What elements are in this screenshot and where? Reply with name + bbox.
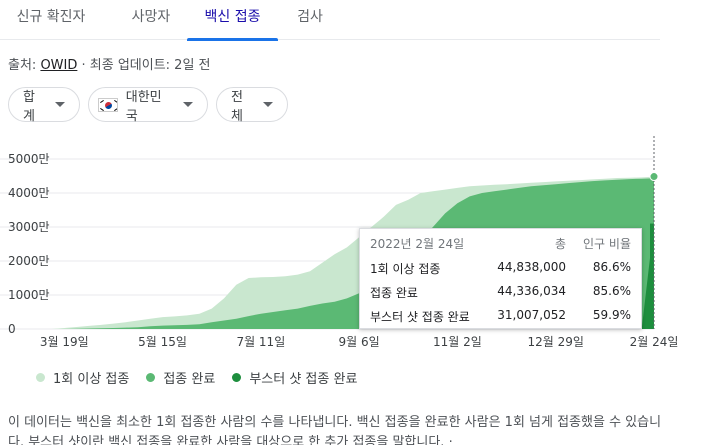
tooltip-row-total: 44,838,000 (497, 260, 566, 274)
tab-testing[interactable]: 검사 (297, 9, 323, 25)
tooltip-row-pct: 85.6% (592, 284, 631, 298)
country-dropdown[interactable]: 대한민국 (88, 87, 208, 124)
legend-label: 부스터 샷 접종 완료 (249, 372, 358, 387)
source-line: 출처: OWID · 최종 업데이트: 2일 전 (8, 54, 211, 73)
source-link[interactable]: OWID (40, 58, 78, 73)
tab-deaths[interactable]: 사망자 (131, 9, 171, 25)
data-note: 이 데이터는 백신을 최소한 1회 접종한 사람의 수를 나타냅니다. 백신 접… (8, 415, 662, 445)
tooltip-row-label: 부스터 샷 접종 완료 (370, 310, 470, 324)
tooltip-row-total: 44,336,034 (497, 284, 566, 298)
legend-dot (36, 373, 45, 382)
tooltip-col-total: 총 (554, 237, 566, 251)
x-tick-label: 7월 11일 (236, 335, 285, 349)
tooltip-row-label: 1회 이상 접종 (370, 262, 441, 276)
x-tick-label: 3월 19일 (40, 335, 89, 349)
x-tick-label: 11월 2일 (433, 335, 482, 349)
tooltip-date: 2022년 2월 24일 (370, 237, 465, 251)
x-tick-label: 9월 6일 (339, 335, 380, 349)
south-korea-flag-icon (98, 97, 118, 112)
country-value: 대한민국 (125, 89, 162, 124)
y-tick-label: 0 (8, 322, 16, 336)
x-tick-label: 2월 24일 (630, 335, 679, 349)
legend-item[interactable]: 1회 이상 접종 (36, 368, 129, 387)
legend-label: 접종 완료 (163, 372, 216, 387)
measure-dropdown[interactable]: 합계 (8, 87, 80, 124)
booster-bar (650, 223, 654, 329)
legend-item[interactable]: 접종 완료 (146, 368, 215, 387)
y-tick-label: 3000만 (8, 220, 50, 234)
tooltip-row-total: 31,007,052 (497, 308, 566, 322)
y-tick-label: 2000만 (8, 254, 50, 268)
hover-dot (649, 172, 659, 182)
y-tick-label: 1000만 (8, 288, 50, 302)
tab-bar: 신규 확진자 사망자 백신 접종 검사 (0, 0, 660, 41)
y-tick-label: 4000만 (8, 186, 50, 200)
tab-new-cases[interactable]: 신규 확진자 (16, 9, 86, 25)
chevron-down-icon (55, 102, 65, 107)
x-tick-label: 5월 15일 (138, 335, 187, 349)
range-dropdown[interactable]: 전체 (216, 87, 288, 124)
legend-dot (232, 373, 242, 382)
tooltip-col-pct: 인구 비율 (583, 237, 631, 251)
source-prefix: 출처: (8, 58, 41, 73)
tooltip-row-label: 접종 완료 (370, 286, 418, 300)
legend-dot (146, 373, 156, 382)
tooltip-row-pct: 59.9% (592, 308, 631, 322)
measure-value: 합계 (23, 89, 35, 124)
tab-vaccinations[interactable]: 백신 접종 (187, 0, 278, 41)
x-tick-label: 12월 29일 (527, 335, 583, 349)
tooltip-row-pct: 86.6% (592, 260, 631, 274)
chevron-down-icon (183, 102, 193, 107)
legend-item[interactable]: 부스터 샷 접종 완료 (232, 368, 357, 387)
chevron-down-icon (263, 102, 273, 107)
chart-legend: 1회 이상 접종 접종 완료 부스터 샷 접종 완료 (36, 368, 374, 387)
last-updated: · 최종 업데이트: 2일 전 (77, 58, 211, 73)
active-tab-indicator (187, 38, 278, 41)
range-value: 전체 (231, 89, 243, 124)
y-tick-label: 5000만 (8, 152, 50, 166)
chart-tooltip: 2022년 2월 24일 총 인구 비율 1회 이상 접종 44,838,000… (359, 228, 642, 329)
legend-label: 1회 이상 접종 (53, 372, 130, 387)
